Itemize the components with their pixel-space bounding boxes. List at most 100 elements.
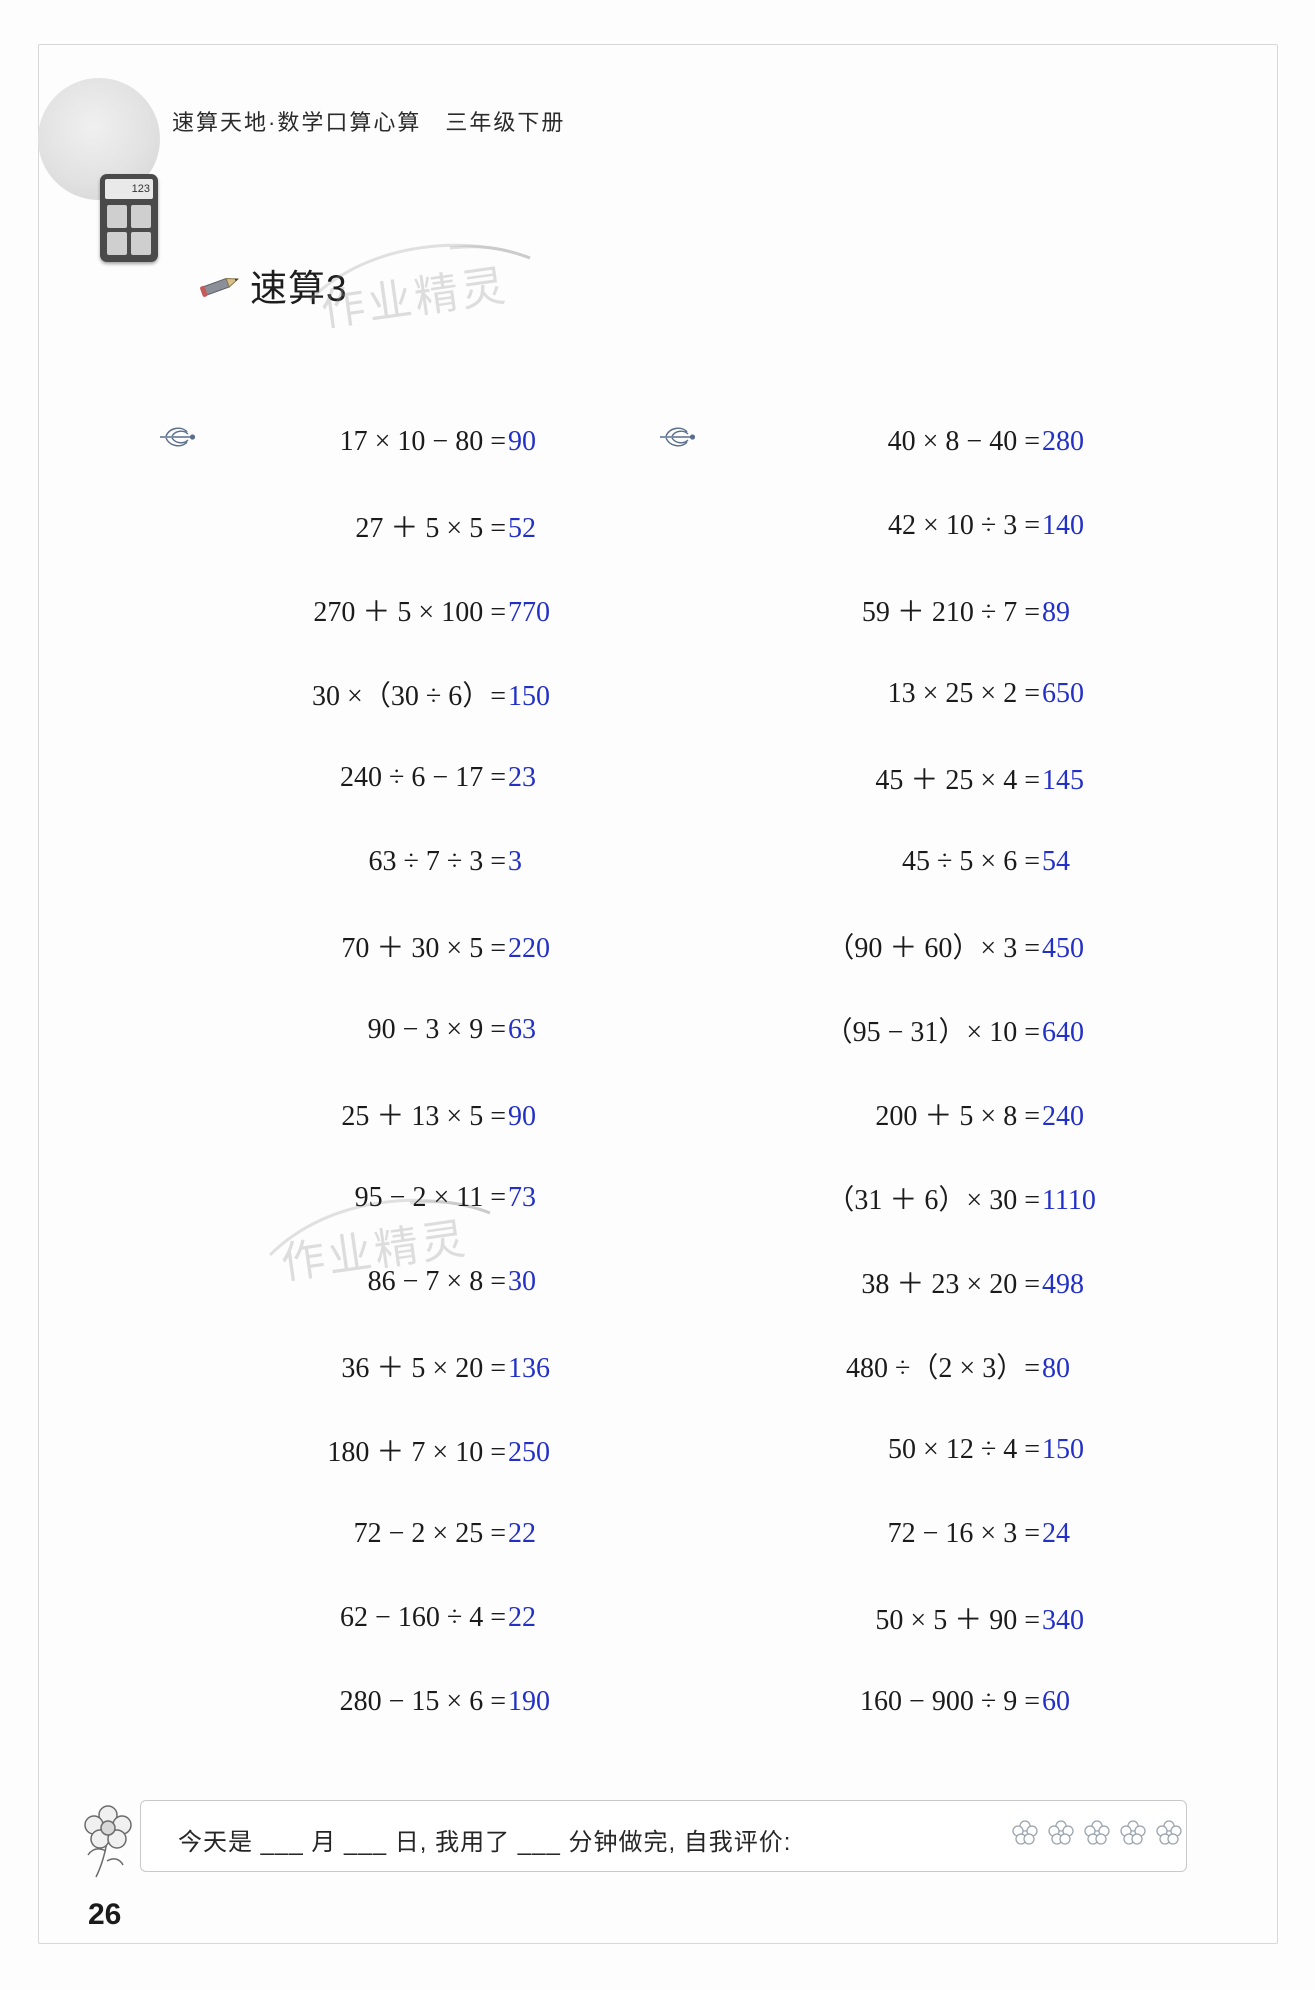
problem-answer[interactable]: 24	[1042, 1518, 1070, 1549]
problem-expression: 50 × 5 ＋ 90 =	[875, 1605, 1040, 1636]
problem-expression: 63 ÷ 7 ÷ 3 =	[368, 846, 506, 877]
section-heading: 速算3	[198, 258, 348, 312]
flower-icon[interactable]	[1154, 1818, 1184, 1848]
problem-answer[interactable]: 63	[508, 1014, 536, 1045]
flower-icon[interactable]	[1010, 1818, 1040, 1848]
dragonfly-icon	[160, 427, 196, 447]
problem-row: 240 ÷ 6 − 17 = 23	[200, 736, 720, 820]
problem-expression: （95 − 31）× 10 =	[824, 1017, 1040, 1048]
problem-row: 59 ＋ 210 ÷ 7 = 89	[700, 568, 1240, 652]
flower-icon[interactable]	[1118, 1818, 1148, 1848]
problem-answer[interactable]: 1110	[1042, 1185, 1096, 1216]
problem-expression: 70 ＋ 30 × 5 =	[341, 933, 506, 964]
problem-row: 95 − 2 × 11 = 73	[200, 1156, 720, 1240]
problem-answer[interactable]: 650	[1042, 678, 1084, 709]
problem-expression: 86 − 7 × 8 =	[367, 1266, 506, 1297]
page-number: 26	[88, 1898, 122, 1931]
problem-row: （90 ＋ 60）× 3 = 450	[700, 904, 1240, 988]
calculator-body: 123	[100, 174, 158, 262]
problem-row: 25 ＋ 13 × 5 = 90	[200, 1072, 720, 1156]
problem-column-left: 17 × 10 − 80 = 90 27 ＋ 5 × 5 = 52 270 ＋ 5 × …	[160, 400, 720, 1744]
problem-answer[interactable]: 22	[508, 1602, 536, 1633]
problem-answer[interactable]: 140	[1042, 510, 1084, 541]
problem-answer[interactable]: 3	[508, 846, 522, 877]
problem-expression: 180 ＋ 7 × 10 =	[327, 1437, 506, 1468]
calculator-display: 123	[105, 179, 153, 199]
dragonfly-icon	[660, 427, 696, 447]
problem-expression: 13 × 25 × 2 =	[887, 678, 1040, 709]
problem-answer[interactable]: 54	[1042, 846, 1070, 877]
flower-icon[interactable]	[1082, 1818, 1112, 1848]
problem-expression: 25 ＋ 13 × 5 =	[341, 1101, 506, 1132]
problem-row: 38 ＋ 23 × 20 = 498	[700, 1240, 1240, 1324]
section-title: 速算3	[250, 268, 348, 309]
problem-answer[interactable]: 80	[1042, 1353, 1070, 1384]
problem-answer[interactable]: 73	[508, 1182, 536, 1213]
problem-expression: 480 ÷（2 × 3）=	[846, 1353, 1040, 1384]
problem-row: 270 ＋ 5 × 100 = 770	[200, 568, 720, 652]
calculator-logo: 123	[38, 78, 160, 262]
problem-answer[interactable]: 280	[1042, 426, 1084, 457]
problem-row: 86 − 7 × 8 = 30	[200, 1240, 720, 1324]
problem-answer[interactable]: 498	[1042, 1269, 1084, 1300]
problem-answer[interactable]: 150	[1042, 1434, 1084, 1465]
problem-row: （31 ＋ 6）× 30 = 1110	[700, 1156, 1240, 1240]
problem-row: 70 ＋ 30 × 5 = 220	[200, 904, 720, 988]
problem-expression: 36 ＋ 5 × 20 =	[341, 1353, 506, 1384]
problem-expression: 200 ＋ 5 × 8 =	[875, 1101, 1040, 1132]
problem-row: 45 ＋ 25 × 4 = 145	[700, 736, 1240, 820]
problem-row: 13 × 25 × 2 = 650	[700, 652, 1240, 736]
problem-answer[interactable]: 60	[1042, 1686, 1070, 1717]
problem-expression: 95 − 2 × 11 =	[354, 1182, 506, 1213]
problem-answer[interactable]: 450	[1042, 933, 1084, 964]
problem-expression: 50 × 12 ÷ 4 =	[888, 1434, 1040, 1465]
problem-row: 90 − 3 × 9 = 63	[200, 988, 720, 1072]
problem-row: 180 ＋ 7 × 10 = 250	[200, 1408, 720, 1492]
problem-answer[interactable]: 220	[508, 933, 550, 964]
problem-row: 45 ÷ 5 × 6 = 54	[700, 820, 1240, 904]
page-title: 速算天地·数学口算心算 三年级下册	[172, 110, 566, 135]
problem-row: 72 − 16 × 3 = 24	[700, 1492, 1240, 1576]
problem-expression: 270 ＋ 5 × 100 =	[313, 597, 506, 628]
problem-answer[interactable]: 90	[508, 426, 536, 457]
problem-answer[interactable]: 89	[1042, 597, 1070, 628]
problem-row: 36 ＋ 5 × 20 = 136	[200, 1324, 720, 1408]
footer-text: 今天是 ___ 月 ___ 日, 我用了 ___ 分钟做完, 自我评价:	[178, 1829, 792, 1856]
problem-expression: 38 ＋ 23 × 20 =	[861, 1269, 1040, 1300]
problem-answer[interactable]: 136	[508, 1353, 550, 1384]
problem-row: 17 × 10 − 80 = 90	[160, 400, 720, 484]
problem-row: 200 ＋ 5 × 8 = 240	[700, 1072, 1240, 1156]
problem-answer[interactable]: 145	[1042, 765, 1084, 796]
problem-expression: 40 × 8 − 40 =	[887, 426, 1040, 457]
problem-expression: 59 ＋ 210 ÷ 7 =	[861, 597, 1040, 628]
problem-row: 72 − 2 × 25 = 22	[200, 1492, 720, 1576]
problem-expression: 280 − 15 × 6 =	[339, 1686, 506, 1717]
page-border	[38, 44, 1278, 1944]
problem-answer[interactable]: 340	[1042, 1605, 1084, 1636]
problem-answer[interactable]: 23	[508, 762, 536, 793]
rating-flowers[interactable]	[1010, 1818, 1184, 1848]
problem-answer[interactable]: 190	[508, 1686, 550, 1717]
problem-answer[interactable]: 640	[1042, 1017, 1084, 1048]
problem-answer[interactable]: 22	[508, 1518, 536, 1549]
problem-row: 63 ÷ 7 ÷ 3 = 3	[200, 820, 720, 904]
problem-answer[interactable]: 240	[1042, 1101, 1084, 1132]
problem-answer[interactable]: 52	[508, 513, 536, 544]
problem-expression: 45 ＋ 25 × 4 =	[875, 765, 1040, 796]
problem-expression: 17 × 10 − 80 =	[339, 426, 506, 457]
problem-answer[interactable]: 30	[508, 1266, 536, 1297]
problem-answer[interactable]: 90	[508, 1101, 536, 1132]
problem-expression: 72 − 16 × 3 =	[887, 1518, 1040, 1549]
problem-expression: 62 − 160 ÷ 4 =	[340, 1602, 506, 1633]
problem-row: 50 × 5 ＋ 90 = 340	[700, 1576, 1240, 1660]
problem-expression: 30 ×（30 ÷ 6）=	[312, 681, 506, 712]
problem-answer[interactable]: 770	[508, 597, 550, 628]
problem-row: 50 × 12 ÷ 4 = 150	[700, 1408, 1240, 1492]
flower-icon[interactable]	[1046, 1818, 1076, 1848]
problem-expression: （90 ＋ 60）× 3 =	[826, 933, 1040, 964]
problem-answer[interactable]: 150	[508, 681, 550, 712]
problem-answer[interactable]: 250	[508, 1437, 550, 1468]
problem-expression: 27 ＋ 5 × 5 =	[355, 513, 506, 544]
problem-row: 27 ＋ 5 × 5 = 52	[200, 484, 720, 568]
problem-row: 42 × 10 ÷ 3 = 140	[700, 484, 1240, 568]
